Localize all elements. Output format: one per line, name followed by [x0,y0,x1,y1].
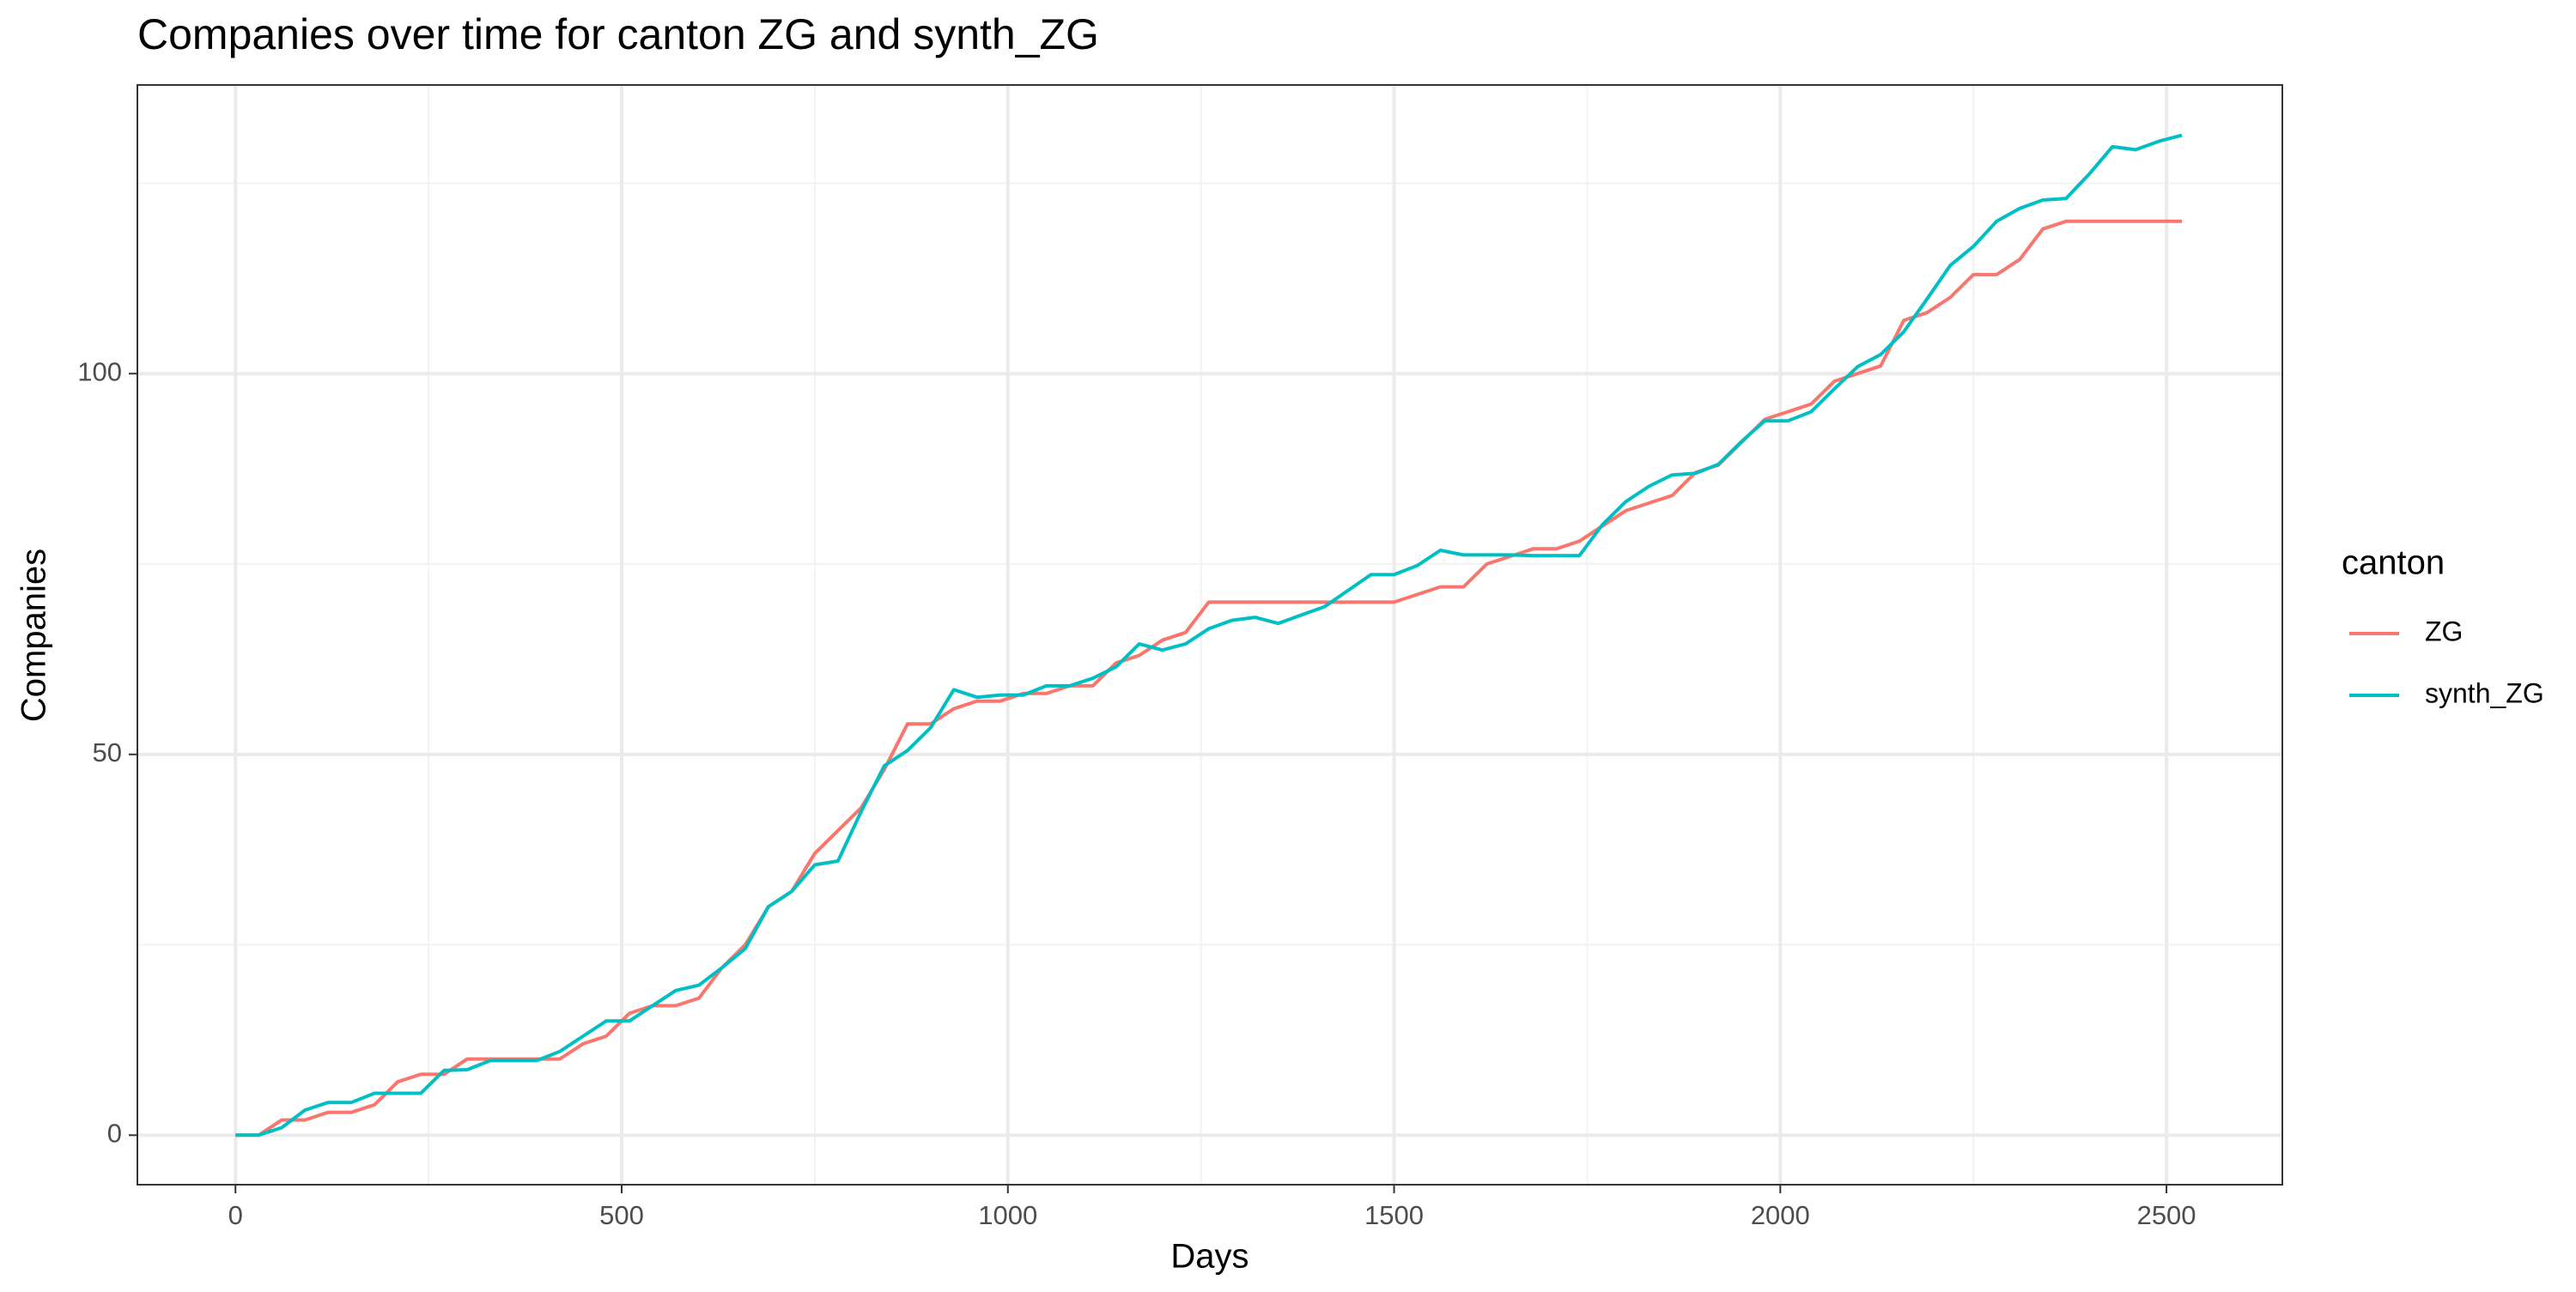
x-tick-label: 2000 [1751,1200,1810,1230]
y-tick-label: 0 [107,1119,122,1149]
legend-label: synth_ZG [2425,677,2544,708]
chart-title: Companies over time for canton ZG and sy… [137,10,1099,58]
legend-title: canton [2342,544,2445,582]
series-line [235,219,2183,1137]
x-axis-title: Days [1170,1238,1249,1276]
y-axis-title: Companies [15,549,53,722]
plot-border [137,84,2283,1186]
x-tick-label: 500 [599,1200,644,1230]
y-tick-label: 50 [93,737,122,767]
x-tick-label: 2500 [2137,1200,2196,1230]
x-tick-label: 1500 [1364,1200,1424,1230]
x-tick-label: 1000 [978,1200,1037,1230]
x-tick-label: 0 [228,1200,243,1230]
legend-label: ZG [2425,616,2463,646]
series-line [235,133,2183,1137]
y-tick-label: 100 [77,356,122,386]
